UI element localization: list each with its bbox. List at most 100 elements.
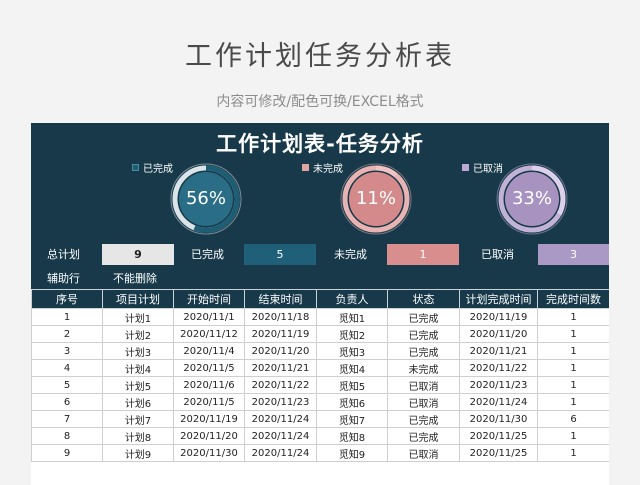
table-cell[interactable]: 已完成 bbox=[387, 325, 460, 343]
table-cell[interactable]: 1 bbox=[537, 376, 609, 394]
table-cell[interactable]: 未完成 bbox=[387, 359, 460, 377]
table-cell[interactable]: 6 bbox=[31, 393, 103, 411]
table-cell[interactable]: 2020/11/24 bbox=[459, 393, 538, 411]
summary-row: 总计划 9 已完成 5 未完成 1 已取消 3 bbox=[31, 242, 609, 267]
table-cell[interactable]: 觅知4 bbox=[316, 359, 388, 377]
cancel-ring-fill bbox=[505, 172, 559, 226]
table-cell[interactable]: 1 bbox=[537, 393, 609, 411]
table-cell[interactable]: 计划1 bbox=[102, 308, 174, 326]
cancel-summary-label: 已取消 bbox=[481, 248, 514, 261]
table-cell[interactable]: 计划7 bbox=[102, 410, 174, 428]
table-cell[interactable]: 计划5 bbox=[102, 376, 174, 394]
table-cell[interactable]: 计划8 bbox=[102, 427, 174, 445]
table-cell[interactable]: 2020/11/12 bbox=[173, 325, 245, 343]
table-cell[interactable]: 1 bbox=[537, 444, 609, 462]
table-cell[interactable]: 2020/11/22 bbox=[244, 376, 317, 394]
table-cell[interactable]: 觅知2 bbox=[316, 325, 388, 343]
legend-done-label: 已完成 bbox=[143, 164, 173, 175]
table-cell[interactable]: 计划6 bbox=[102, 393, 174, 411]
table-cell[interactable]: 计划3 bbox=[102, 342, 174, 360]
task-table: 序号 项目计划 开始时间 结束时间 负责人 状态 计划完成时间 完成时间数 1 计划1 2020/… bbox=[31, 289, 609, 462]
table-cell[interactable]: 2020/11/22 bbox=[459, 359, 538, 377]
table-cell[interactable]: 2020/11/25 bbox=[459, 444, 538, 462]
table-cell[interactable]: 4 bbox=[31, 359, 103, 377]
table-cell[interactable]: 7 bbox=[31, 410, 103, 428]
table-cell[interactable]: 觅知7 bbox=[316, 410, 388, 428]
table-cell[interactable]: 觅知3 bbox=[316, 342, 388, 360]
table-cell[interactable]: 计划2 bbox=[102, 325, 174, 343]
table-cell[interactable]: 1 bbox=[537, 325, 609, 343]
table-cell[interactable]: 2020/11/30 bbox=[459, 410, 538, 428]
table-cell[interactable]: 3 bbox=[31, 342, 103, 360]
done-ring-fill bbox=[179, 172, 233, 226]
table-cell[interactable]: 2020/11/23 bbox=[244, 393, 317, 411]
table-cell[interactable]: 2020/11/24 bbox=[244, 410, 317, 428]
table-cell[interactable]: 1 bbox=[537, 427, 609, 445]
table-cell[interactable]: 已完成 bbox=[387, 427, 460, 445]
table-cell[interactable]: 已取消 bbox=[387, 393, 460, 411]
table-cell[interactable]: 2020/11/21 bbox=[459, 342, 538, 360]
table-cell[interactable]: 觅知8 bbox=[316, 427, 388, 445]
table-cell[interactable]: 觅知5 bbox=[316, 376, 388, 394]
column-header[interactable]: 计划完成时间 bbox=[459, 289, 538, 309]
table-cell[interactable]: 2020/11/21 bbox=[244, 359, 317, 377]
column-header[interactable]: 负责人 bbox=[316, 289, 388, 309]
table-cell[interactable]: 2020/11/24 bbox=[244, 427, 317, 445]
table-cell[interactable]: 2020/11/19 bbox=[173, 410, 245, 428]
table-cell[interactable]: 2020/11/19 bbox=[244, 325, 317, 343]
total-plan-value[interactable]: 9 bbox=[102, 244, 174, 265]
column-header[interactable]: 状态 bbox=[387, 289, 460, 309]
column-header[interactable]: 序号 bbox=[31, 289, 103, 309]
table-cell[interactable]: 2020/11/23 bbox=[459, 376, 538, 394]
table-cell[interactable]: 5 bbox=[31, 376, 103, 394]
undone-summary-label: 未完成 bbox=[334, 248, 367, 261]
table-cell[interactable]: 2020/11/1 bbox=[173, 308, 245, 326]
table-cell[interactable]: 2020/11/30 bbox=[173, 444, 245, 462]
table-cell[interactable]: 6 bbox=[537, 410, 609, 428]
table-cell[interactable]: 2 bbox=[31, 325, 103, 343]
cancel-ring-progress bbox=[498, 165, 566, 233]
table-cell[interactable]: 觅知1 bbox=[316, 308, 388, 326]
table-cell[interactable]: 9 bbox=[31, 444, 103, 462]
table-cell[interactable]: 计划9 bbox=[102, 444, 174, 462]
table-cell[interactable]: 2020/11/18 bbox=[244, 308, 317, 326]
table-cell[interactable]: 1 bbox=[537, 359, 609, 377]
table-cell[interactable]: 2020/11/6 bbox=[173, 376, 245, 394]
done-ring-percent: 56% bbox=[185, 188, 226, 209]
dashboard-panel: 工作计划表-任务分析 已完成 未完成 已取消 56% 11% bbox=[31, 123, 609, 289]
cancel-summary-value[interactable]: 3 bbox=[538, 244, 609, 265]
table-cell[interactable]: 2020/11/25 bbox=[459, 427, 538, 445]
helper-row-label: 辅助行 bbox=[47, 272, 80, 285]
table-cell[interactable]: 2020/11/5 bbox=[173, 359, 245, 377]
table-cell[interactable]: 1 bbox=[537, 342, 609, 360]
table-cell[interactable]: 2020/11/20 bbox=[459, 325, 538, 343]
table-cell[interactable]: 2020/11/5 bbox=[173, 393, 245, 411]
table-cell[interactable]: 1 bbox=[31, 308, 103, 326]
done-ring-outline bbox=[170, 163, 242, 235]
column-header[interactable]: 结束时间 bbox=[244, 289, 317, 309]
legend-done-swatch bbox=[132, 164, 139, 171]
table-cell[interactable]: 已完成 bbox=[387, 342, 460, 360]
table-cell[interactable]: 已取消 bbox=[387, 376, 460, 394]
table-body: 1 计划1 2020/11/1 2020/11/18 觅知1 已完成 2020/11/19 1… bbox=[31, 308, 609, 462]
table-cell[interactable]: 2020/11/4 bbox=[173, 342, 245, 360]
done-summary-value[interactable]: 5 bbox=[244, 244, 316, 265]
table-cell[interactable]: 2020/11/20 bbox=[244, 342, 317, 360]
table-cell[interactable]: 计划4 bbox=[102, 359, 174, 377]
table-cell[interactable]: 2020/11/24 bbox=[244, 444, 317, 462]
table-cell[interactable]: 8 bbox=[31, 427, 103, 445]
table-cell[interactable]: 已完成 bbox=[387, 410, 460, 428]
table-cell[interactable]: 觅知9 bbox=[316, 444, 388, 462]
table-cell[interactable]: 2020/11/20 bbox=[173, 427, 245, 445]
table-cell[interactable]: 已完成 bbox=[387, 308, 460, 326]
table-cell[interactable]: 觅知6 bbox=[316, 393, 388, 411]
table-row: 4 计划4 2020/11/5 2020/11/21 觅知4 未完成 2020/11/22 1 bbox=[31, 359, 609, 377]
legend-undone: 未完成 bbox=[302, 160, 343, 175]
column-header[interactable]: 完成时间数 bbox=[537, 289, 609, 309]
column-header[interactable]: 项目计划 bbox=[102, 289, 174, 309]
column-header[interactable]: 开始时间 bbox=[173, 289, 245, 309]
table-cell[interactable]: 1 bbox=[537, 308, 609, 326]
table-cell[interactable]: 2020/11/19 bbox=[459, 308, 538, 326]
table-cell[interactable]: 已取消 bbox=[387, 444, 460, 462]
undone-summary-value[interactable]: 1 bbox=[387, 244, 459, 265]
